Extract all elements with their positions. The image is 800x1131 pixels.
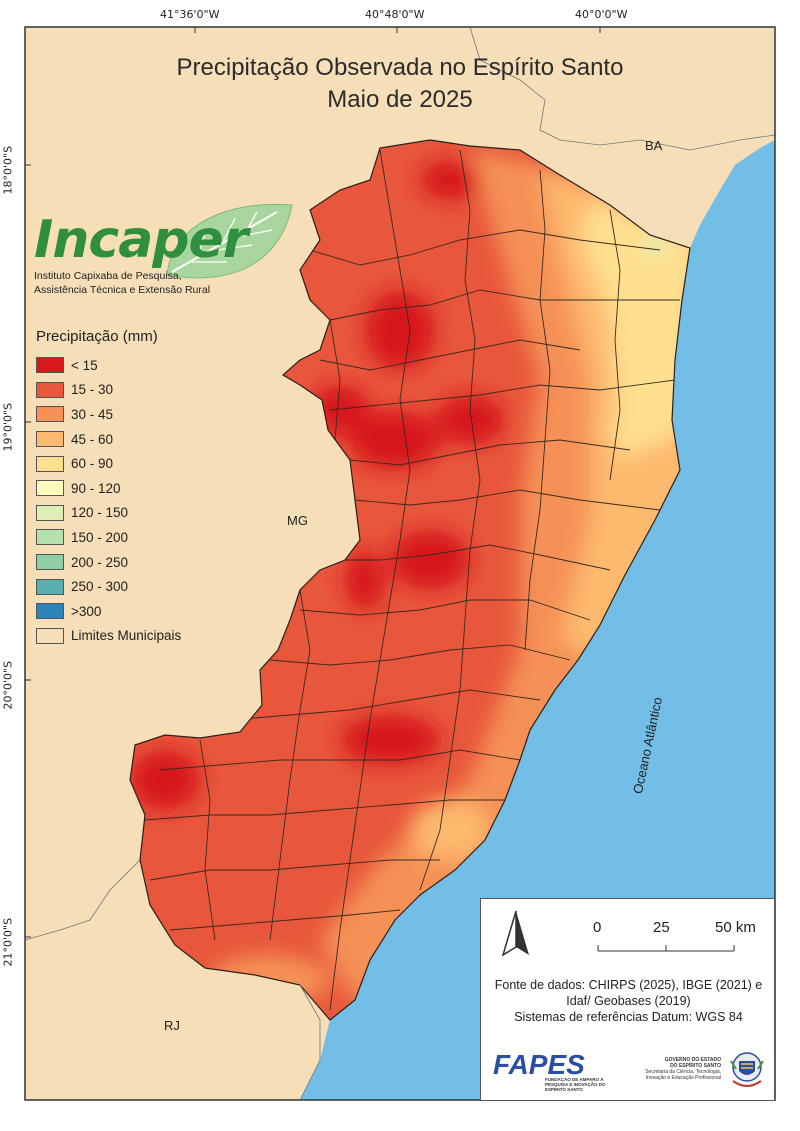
rj-border — [299, 984, 321, 1101]
legend-item: 60 - 90 — [36, 451, 181, 476]
coord-top-1: 41°36'0"W — [160, 8, 220, 21]
dry-core-7 — [130, 750, 200, 810]
scale-label-25: 25 — [653, 919, 670, 936]
incaper-name-part2: per — [152, 210, 248, 270]
dry-core-4 — [420, 160, 480, 200]
north-arrow-icon — [501, 910, 529, 957]
state-crest-icon — [730, 1052, 764, 1087]
legend-swatch — [36, 603, 64, 620]
legend-swatch — [36, 504, 64, 521]
legend-item: Limites Municipais — [36, 624, 181, 649]
incaper-name: Incaper — [34, 210, 248, 270]
incaper-subtitle-1: Instituto Capixaba de Pesquisa, — [34, 270, 182, 282]
label-rj: RJ — [164, 1018, 180, 1033]
legend-item: 45 - 60 — [36, 427, 181, 452]
legend-label: < 15 — [71, 357, 98, 373]
legend-label: Limites Municipais — [71, 628, 182, 644]
dry-core-8 — [345, 550, 385, 610]
dry-core-5 — [390, 530, 470, 590]
legend-items: < 15 15 - 30 30 - 45 45 - 60 60 - 90 90 - 120… — [36, 353, 181, 648]
legend-item: 200 - 250 — [36, 550, 181, 575]
scale-label-50: 50 km — [715, 919, 756, 936]
coord-left-2: 19°0'0"S — [1, 402, 15, 452]
label-ba: BA — [645, 138, 663, 153]
data-source: Fonte de dados: CHIRPS (2025), IBGE (202… — [481, 977, 776, 1025]
ocean-area — [300, 140, 775, 1100]
map-subtitle: Maio de 2025 — [327, 86, 473, 113]
map-title: Precipitação Observada no Espírito Santo — [176, 54, 624, 81]
gov-dept-1: Secretaria da Ciência, Tecnologia, — [645, 1069, 721, 1075]
graticule-ticks — [25, 27, 601, 938]
source-line-1: Fonte de dados: CHIRPS (2025), IBGE (202… — [494, 978, 763, 992]
legend-swatch — [36, 554, 64, 571]
legend-label: 150 - 200 — [71, 529, 129, 545]
map-frame — [24, 26, 776, 1101]
legend-swatch — [36, 627, 64, 644]
legend-label: 30 - 45 — [71, 406, 114, 422]
coastal-pale-spot — [610, 410, 660, 450]
coord-left-4: 21°0'0"S — [1, 917, 15, 967]
legend-label: >300 — [71, 603, 102, 619]
northeast-pale-band — [580, 200, 690, 460]
scale-bar — [597, 945, 735, 952]
leaf-icon — [166, 203, 293, 279]
dry-core-1 — [365, 290, 435, 370]
legend-label: 200 - 250 — [71, 554, 129, 570]
source-line-3: Sistemas de referências Datum: WGS 84 — [514, 1010, 743, 1024]
legend-item: 30 - 45 — [36, 402, 181, 427]
es-state-outline — [129, 139, 691, 1021]
legend-label: 90 - 120 — [71, 480, 121, 496]
government-text: GOVERNO DO ESTADO DO ESPÍRITO SANTO Secr… — [629, 1057, 721, 1081]
legend-item: 150 - 200 — [36, 525, 181, 550]
legend-item: 250 - 300 — [36, 574, 181, 599]
dry-core-2 — [350, 410, 440, 470]
legend-swatch — [36, 431, 64, 448]
legend: Precipitação (mm) < 15 15 - 30 30 - 45 45 -… — [36, 328, 181, 648]
legend-item: < 15 — [36, 353, 181, 378]
info-box: 0 25 50 km Fonte de dados: CHIRPS (2025)… — [480, 898, 775, 1101]
legend-label: 45 - 60 — [71, 431, 114, 447]
legend-swatch — [36, 357, 64, 374]
legend-swatch — [36, 381, 64, 398]
coord-top-2: 40°48'0"W — [365, 8, 425, 21]
gov-dept-2: Inovação e Educação Profissional — [645, 1075, 721, 1081]
legend-swatch — [36, 406, 64, 423]
scale-label-0: 0 — [593, 919, 602, 936]
legend-item: 15 - 30 — [36, 378, 181, 403]
incaper-name-part1: Inca — [34, 210, 153, 270]
legend-item: 120 - 150 — [36, 501, 181, 526]
coord-left-1: 18°0'0"S — [1, 145, 15, 195]
ba-border — [469, 26, 776, 151]
legend-item: 90 - 120 — [36, 476, 181, 501]
municipal-boundaries — [144, 149, 680, 1011]
legend-label: 60 - 90 — [71, 456, 114, 472]
legend-item: >300 — [36, 599, 181, 624]
legend-label: 250 - 300 — [71, 579, 129, 595]
neighbor-state-borders — [24, 26, 776, 1101]
legend-title: Precipitação (mm) — [36, 328, 158, 345]
label-mg: MG — [287, 513, 308, 528]
incaper-logo: Incaper Instituto Capixaba de Pesquisa, … — [32, 200, 312, 300]
legend-label: 120 - 150 — [71, 505, 129, 521]
source-line-2: Idaf/ Geobases (2019) — [566, 994, 691, 1008]
gov-title-2: DO ESPÍRITO SANTO — [670, 1063, 721, 1069]
legend-swatch — [36, 529, 64, 546]
gov-title-1: GOVERNO DO ESTADO — [664, 1057, 721, 1063]
pale-green-spot — [643, 235, 667, 255]
legend-swatch — [36, 455, 64, 472]
legend-swatch — [36, 578, 64, 595]
incaper-subtitle-2: Assistência Técnica e Extensão Rural — [34, 284, 211, 296]
raster-blobs — [130, 150, 690, 1010]
legend-label: 15 - 30 — [71, 382, 114, 398]
dry-core-3 — [435, 395, 505, 445]
coord-top-3: 40°0'0"W — [575, 8, 628, 21]
coord-left-3: 20°0'0"S — [1, 660, 15, 710]
mg-rj-border — [24, 859, 141, 941]
fapes-subtitle: FUNDAÇÃO DE AMPARO À PESQUISA E INOVAÇÃO… — [545, 1077, 606, 1092]
legend-swatch — [36, 480, 64, 497]
fapes-logo: FAPES — [493, 1049, 585, 1080]
south-light-spot — [410, 800, 490, 860]
dry-core-6 — [340, 715, 440, 765]
